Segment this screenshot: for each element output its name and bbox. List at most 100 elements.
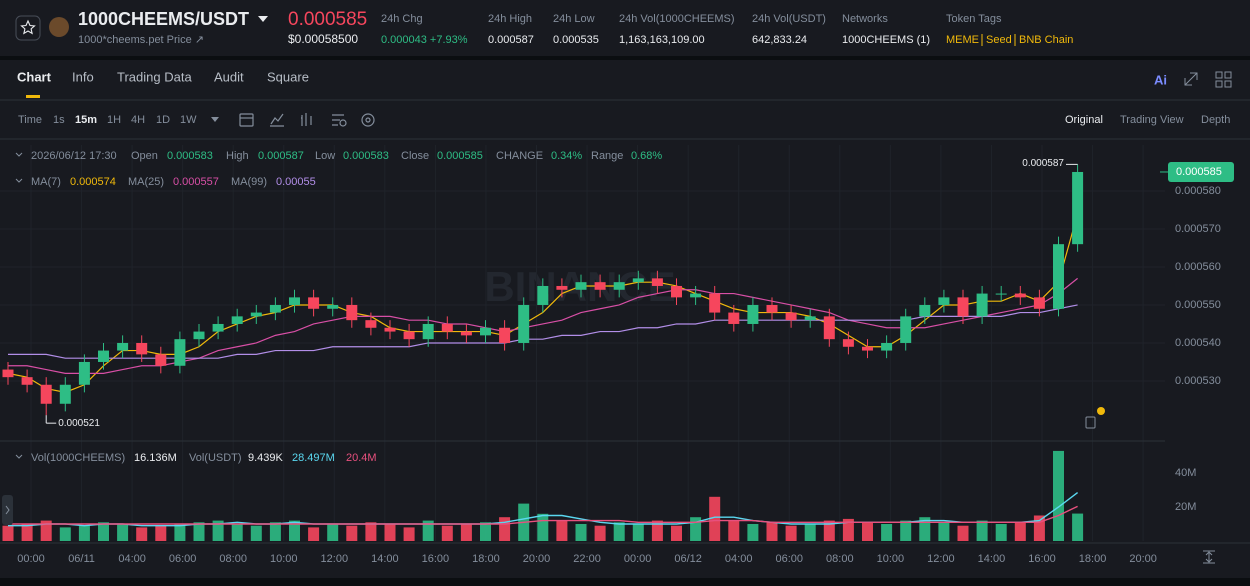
- x-tick-label: 14:00: [371, 553, 399, 565]
- candle-body: [919, 304, 931, 317]
- stat-label: 24h High: [488, 13, 532, 25]
- pair-dropdown[interactable]: [258, 16, 268, 22]
- candle-body: [766, 304, 778, 313]
- volume-bar: [21, 524, 33, 541]
- x-tick-label: 22:00: [573, 553, 601, 565]
- interval[interactable]: 1D: [156, 114, 170, 126]
- y-tick-label: 0.000550: [1175, 299, 1221, 311]
- candle-body: [78, 361, 90, 385]
- token-tag[interactable]: Seed: [986, 34, 1012, 46]
- view-mode[interactable]: Trading View: [1120, 114, 1184, 126]
- tab[interactable]: Info: [72, 69, 94, 84]
- volume-bar: [823, 520, 835, 541]
- interval[interactable]: 1s: [53, 114, 65, 126]
- tab[interactable]: Audit: [214, 69, 244, 84]
- collapse-icon[interactable]: [15, 454, 23, 459]
- volume-bar: [938, 522, 950, 541]
- candle-body: [193, 331, 205, 340]
- x-tick-label: 20:00: [1129, 553, 1157, 565]
- volume-bar: [78, 525, 90, 541]
- ma-line: [8, 304, 1078, 359]
- candle-body: [632, 278, 644, 283]
- volume-bar: [728, 520, 740, 541]
- x-tick-label: 00:00: [17, 553, 45, 565]
- interval[interactable]: 1H: [107, 114, 121, 126]
- volume-bar: [269, 522, 281, 541]
- notice-icon[interactable]: [1085, 416, 1096, 429]
- volume-bar: [2, 525, 14, 541]
- volume-bar: [136, 527, 148, 541]
- volume-bar: [766, 522, 778, 541]
- pair-subtitle[interactable]: 1000*cheems.pet Price ↗: [78, 34, 204, 46]
- stat-value: 0.000043 +7.93%: [381, 34, 468, 46]
- candle-body: [613, 282, 625, 290]
- interval-dropdown[interactable]: [211, 117, 219, 122]
- volume-bar: [40, 520, 52, 541]
- volume-tick-label: 20M: [1175, 501, 1196, 513]
- price-usd: $0.00058500: [288, 32, 358, 46]
- interval[interactable]: 4H: [131, 114, 145, 126]
- volume-bar: [250, 525, 262, 541]
- candle-body: [785, 312, 797, 321]
- candle-body: [136, 342, 148, 355]
- volume-ma-line: [8, 505, 1078, 525]
- axis-scale-icon[interactable]: [1203, 550, 1215, 564]
- ai-button[interactable]: Ai: [1154, 72, 1167, 87]
- candle-body: [441, 323, 453, 332]
- tab[interactable]: Square: [267, 69, 309, 84]
- x-tick-label: 06/11: [68, 553, 95, 565]
- candle-body: [365, 320, 377, 328]
- layout-icon[interactable]: [1215, 71, 1232, 88]
- interval[interactable]: 1W: [180, 114, 197, 126]
- candle-body: [690, 293, 702, 298]
- x-tick-label: 14:00: [978, 553, 1006, 565]
- legend-entry: MA(99): [231, 176, 267, 188]
- volume-bar: [995, 524, 1007, 541]
- candle-body: [1033, 297, 1045, 309]
- stat-label: Token Tags: [946, 13, 1002, 25]
- candle-body: [823, 316, 835, 340]
- x-tick-label: 10:00: [877, 553, 905, 565]
- y-tick-label: 0.000560: [1175, 261, 1221, 273]
- pair-name[interactable]: 1000CHEEMS/USDT: [78, 9, 249, 29]
- legend-entry: Vol(1000CHEEMS): [31, 452, 125, 464]
- side-handle[interactable]: [2, 495, 13, 525]
- legend-entry: Vol(USDT): [189, 452, 242, 464]
- legend-value: 20.4M: [346, 452, 377, 464]
- star-icon: [20, 19, 36, 35]
- candle-body: [308, 297, 320, 309]
- candle-body: [594, 282, 606, 290]
- tab[interactable]: Trading Data: [117, 69, 192, 84]
- candle-body: [422, 323, 434, 340]
- collapse-icon[interactable]: [15, 152, 23, 157]
- stat-label: 24h Vol(USDT): [752, 13, 826, 25]
- tool-icons[interactable]: [239, 113, 375, 127]
- legend-value: 0.000574: [70, 176, 116, 188]
- volume-bar: [690, 517, 702, 541]
- volume-bar: [862, 522, 873, 541]
- x-tick-label: 18:00: [1079, 553, 1107, 565]
- fullscreen-icon[interactable]: [1184, 72, 1198, 86]
- ohlc-value: 0.34%: [551, 150, 582, 162]
- candle-body: [480, 327, 491, 336]
- token-tag[interactable]: BNB Chain: [1019, 34, 1073, 46]
- ohlc-label: Open: [131, 150, 158, 162]
- favorite-button[interactable]: [15, 15, 41, 41]
- x-tick-label: 06:00: [169, 553, 197, 565]
- tab[interactable]: Chart: [17, 69, 52, 84]
- interval[interactable]: 15m: [75, 114, 97, 126]
- legend-value: 9.439K: [248, 452, 284, 464]
- y-tick-label: 0.000540: [1175, 337, 1221, 349]
- ohlc-time: 2026/06/12 17:30: [31, 150, 117, 162]
- y-tick-label: 0.000570: [1175, 223, 1221, 235]
- token-tag[interactable]: MEME: [946, 34, 979, 46]
- ohlc-label: CHANGE: [496, 150, 543, 162]
- collapse-icon[interactable]: [15, 178, 23, 183]
- x-tick-label: 20:00: [523, 553, 551, 565]
- view-mode[interactable]: Original: [1065, 114, 1103, 126]
- stat-value: 0.000587: [488, 34, 534, 46]
- view-mode[interactable]: Depth: [1201, 114, 1230, 126]
- candle-body: [98, 350, 109, 362]
- candle-body: [460, 331, 472, 336]
- last-price: 0.000585: [288, 9, 367, 30]
